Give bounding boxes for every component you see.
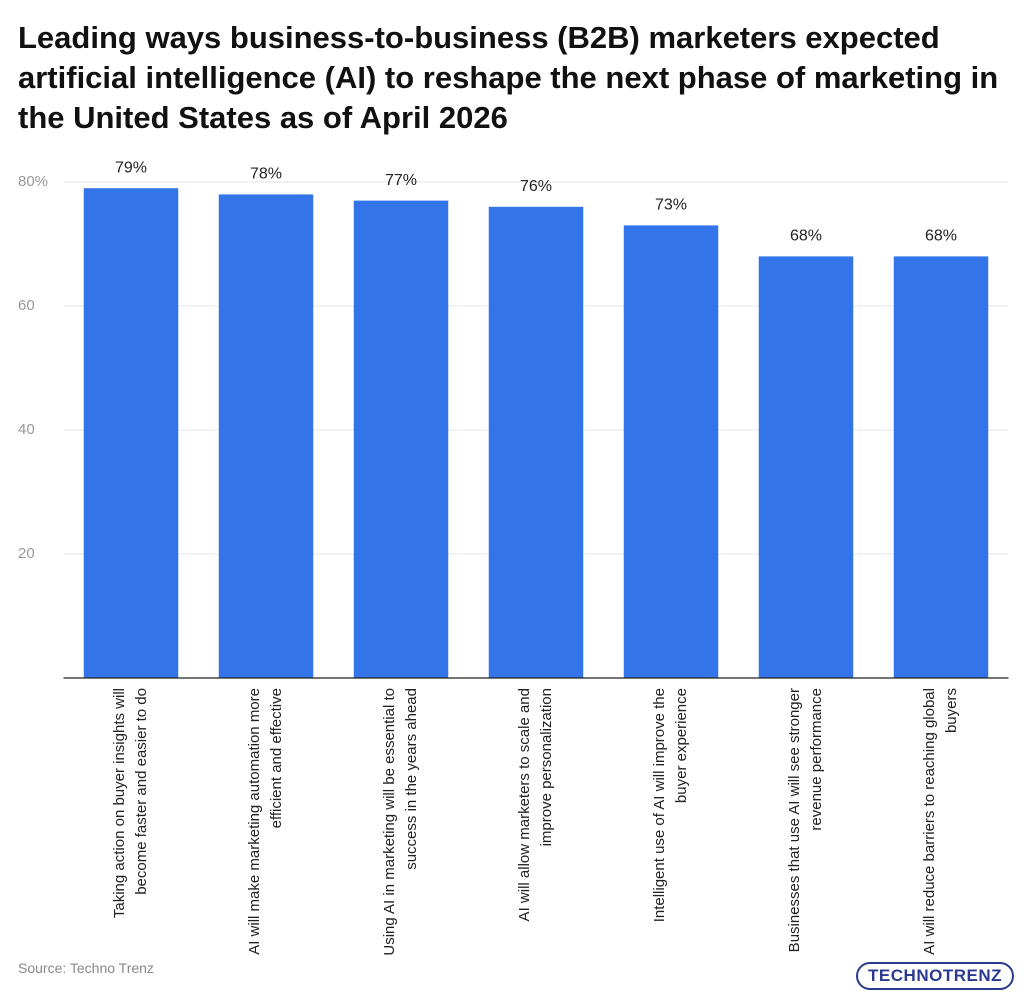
value-label: 68% xyxy=(790,228,822,245)
x-tick-label: Using AI in marketing will be essential … xyxy=(381,688,420,956)
value-label: 77% xyxy=(385,172,417,189)
bar xyxy=(218,194,314,678)
x-tick-label: Taking action on buyer insights will bec… xyxy=(111,688,150,919)
value-label: 68% xyxy=(925,228,957,245)
y-tick-label: 20 xyxy=(18,545,35,562)
chart-title: Leading ways business-to-business (B2B) … xyxy=(18,20,999,135)
value-label: 79% xyxy=(115,159,147,176)
bar xyxy=(353,200,449,678)
logo: TECHNOTRENZ xyxy=(856,962,1014,990)
value-label: 78% xyxy=(250,166,282,183)
bar xyxy=(758,256,854,678)
x-tick-label: AI will make marketing automation more e… xyxy=(246,688,285,955)
bar xyxy=(488,206,584,679)
value-label: 76% xyxy=(520,178,552,195)
y-tick-label: 80% xyxy=(18,173,48,190)
x-tick-label: Businesses that use AI will see stronger… xyxy=(786,688,825,953)
bar xyxy=(893,256,989,678)
bar xyxy=(83,188,179,678)
y-tick-label: 60 xyxy=(18,297,35,314)
source: Source: Techno Trenz xyxy=(18,960,154,976)
value-label: 73% xyxy=(655,197,687,214)
x-tick-label: AI will allow marketers to scale and imp… xyxy=(516,688,555,922)
bar xyxy=(623,225,719,678)
x-tick-label: Intelligent use of AI will improve the b… xyxy=(651,688,690,923)
x-tick-label: AI will reduce barriers to reaching glob… xyxy=(921,688,960,955)
y-tick-label: 40 xyxy=(18,421,35,438)
